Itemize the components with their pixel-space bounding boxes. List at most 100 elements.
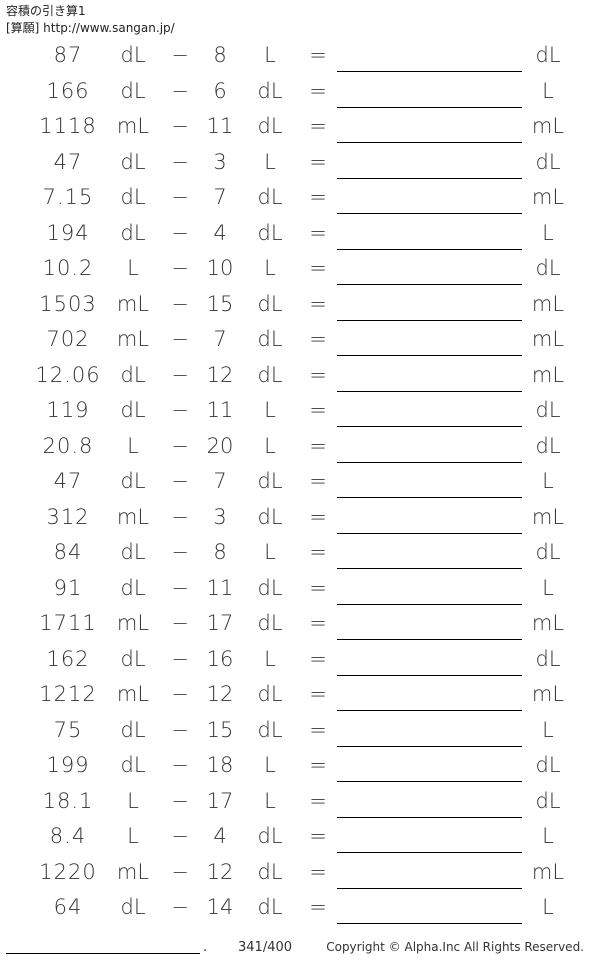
- answer-blank[interactable]: [337, 781, 522, 782]
- first-amount: 1711: [39, 611, 97, 635]
- equals-sign: =: [309, 824, 327, 848]
- minus-sign: −: [171, 220, 189, 245]
- answer-blank[interactable]: [337, 674, 522, 676]
- answer-blank[interactable]: [337, 106, 522, 108]
- answer-blank[interactable]: [337, 461, 522, 463]
- answer-blank[interactable]: [337, 213, 522, 214]
- problem-row: 84 dL −8 L = dL: [0, 535, 600, 569]
- first-unit: dL: [120, 185, 146, 209]
- minus-sign: −: [171, 327, 189, 351]
- problem-row: 47 dL −7 dL = L: [0, 464, 600, 498]
- answer-blank[interactable]: [337, 816, 522, 818]
- minus-sign: −: [171, 256, 189, 280]
- answer-unit: dL: [535, 256, 561, 280]
- second-amount: 15: [206, 291, 234, 316]
- answer-blank[interactable]: [337, 497, 522, 498]
- equals-sign: =: [309, 859, 327, 884]
- first-amount: 166: [46, 78, 90, 103]
- first-amount: 312: [46, 504, 90, 529]
- second-unit: L: [264, 753, 276, 777]
- answer-blank[interactable]: [337, 284, 522, 285]
- answer-blank[interactable]: [337, 71, 522, 72]
- answer-blank[interactable]: [337, 390, 522, 392]
- problem-row: 1503 mL −15 dL = mL: [0, 287, 600, 321]
- second-amount: 17: [206, 611, 234, 635]
- problem-row: 166 dL −6 dL = L: [0, 74, 600, 108]
- second-amount: 11: [206, 114, 234, 138]
- answer-blank[interactable]: [337, 319, 522, 321]
- second-amount: 7: [213, 327, 227, 351]
- name-line: [6, 953, 200, 954]
- minus-sign: −: [171, 149, 189, 174]
- problem-row: 1212 mL −12 dL = mL: [0, 677, 600, 711]
- answer-blank[interactable]: [337, 177, 522, 179]
- first-amount: 1212: [39, 682, 97, 706]
- answer-blank[interactable]: [337, 923, 522, 924]
- second-amount: 12: [206, 362, 234, 387]
- problem-row: 87 dL −8 L = dL: [0, 38, 600, 72]
- answer-blank[interactable]: [337, 639, 522, 640]
- equals-sign: =: [309, 504, 327, 529]
- answer-unit: dL: [535, 43, 561, 67]
- minus-sign: −: [171, 859, 189, 884]
- answer-blank[interactable]: [337, 568, 522, 569]
- second-unit: L: [264, 433, 276, 458]
- second-amount: 11: [206, 398, 234, 422]
- minus-sign: −: [171, 540, 189, 564]
- answer-unit: dL: [535, 788, 561, 813]
- equals-sign: =: [309, 398, 327, 422]
- equals-sign: =: [309, 895, 327, 919]
- second-unit: dL: [257, 327, 283, 351]
- second-unit: L: [264, 256, 276, 280]
- first-amount: 12.06: [35, 362, 101, 387]
- first-unit: dL: [120, 43, 146, 67]
- first-unit: dL: [120, 362, 146, 387]
- answer-blank[interactable]: [337, 426, 522, 427]
- first-amount: 1220: [39, 859, 97, 884]
- second-amount: 20: [206, 433, 234, 458]
- problem-row: 10.2 L −10 L = dL: [0, 251, 600, 285]
- first-amount: 199: [46, 753, 90, 777]
- equals-sign: =: [309, 327, 327, 351]
- second-unit: dL: [257, 611, 283, 635]
- equals-sign: =: [309, 753, 327, 777]
- source-link[interactable]: [算願] http://www.sangan.jp/: [6, 21, 175, 35]
- second-amount: 6: [213, 78, 227, 103]
- answer-unit: dL: [535, 646, 561, 671]
- answer-unit: mL: [531, 291, 565, 316]
- answer-unit: dL: [535, 540, 561, 564]
- answer-unit: mL: [531, 362, 565, 387]
- answer-blank[interactable]: [337, 852, 522, 853]
- second-unit: L: [264, 398, 276, 422]
- first-amount: 8.4: [49, 824, 87, 848]
- answer-unit: dL: [535, 753, 561, 777]
- second-amount: 17: [206, 788, 234, 813]
- answer-blank[interactable]: [337, 532, 522, 534]
- second-unit: dL: [257, 291, 283, 316]
- equals-sign: =: [309, 646, 327, 671]
- first-unit: mL: [116, 504, 150, 529]
- answer-blank[interactable]: [337, 248, 522, 250]
- second-unit: L: [264, 540, 276, 564]
- equals-sign: =: [309, 717, 327, 742]
- first-unit: dL: [120, 469, 146, 493]
- answer-unit: mL: [531, 114, 565, 138]
- equals-sign: =: [309, 682, 327, 706]
- second-unit: dL: [257, 185, 283, 209]
- equals-sign: =: [309, 220, 327, 245]
- problem-row: 312 mL −3 dL = mL: [0, 500, 600, 534]
- second-amount: 11: [206, 575, 234, 600]
- minus-sign: −: [171, 788, 189, 813]
- first-unit: L: [127, 824, 139, 848]
- answer-blank[interactable]: [337, 745, 522, 747]
- answer-blank[interactable]: [337, 603, 522, 605]
- first-amount: 194: [46, 220, 90, 245]
- problem-row: 75 dL −15 dL = L: [0, 713, 600, 747]
- answer-blank[interactable]: [337, 710, 522, 711]
- answer-blank[interactable]: [337, 355, 522, 356]
- problem-row: 199 dL −18 L = dL: [0, 748, 600, 782]
- answer-blank[interactable]: [337, 142, 522, 143]
- first-unit: dL: [120, 717, 146, 742]
- first-amount: 119: [46, 398, 90, 422]
- answer-blank[interactable]: [337, 887, 522, 889]
